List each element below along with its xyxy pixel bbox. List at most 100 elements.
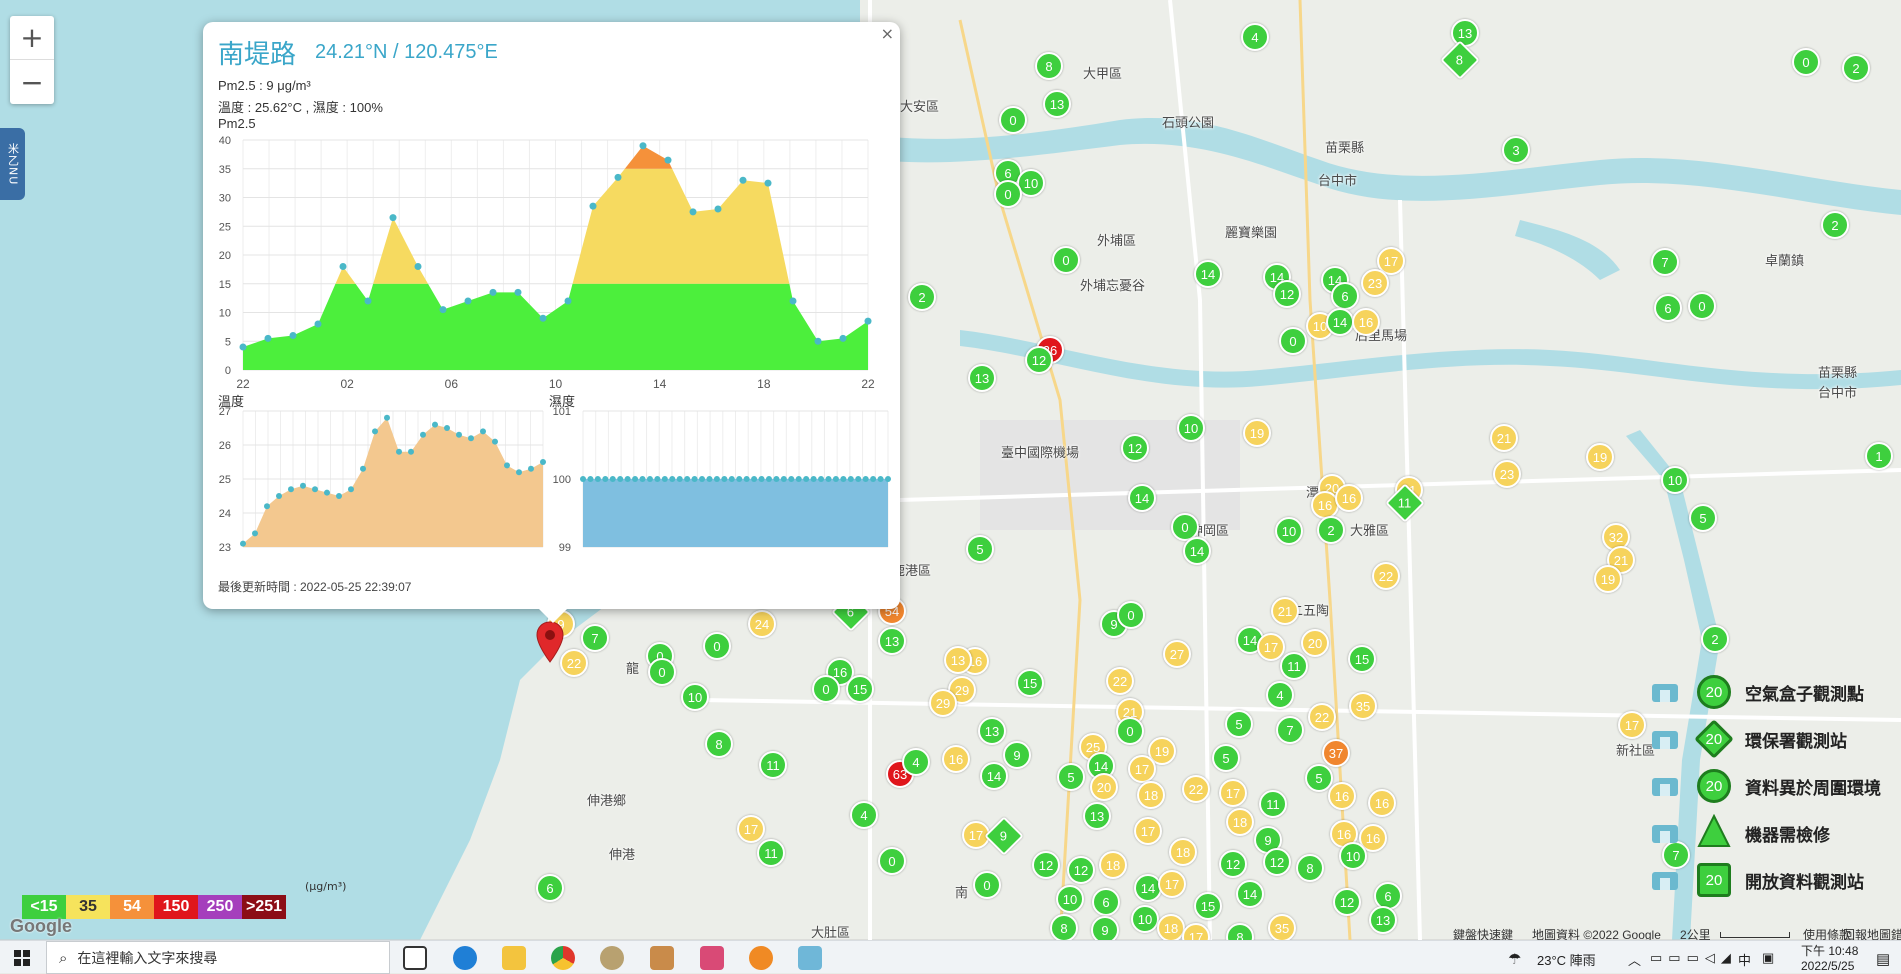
station-marker[interactable]: 16	[1359, 824, 1387, 852]
clock-date[interactable]: 2022/5/25	[1801, 959, 1855, 973]
report-error-link[interactable]: 回報地圖錯誤	[1843, 928, 1901, 940]
station-marker[interactable]: 13	[978, 717, 1006, 745]
station-marker[interactable]: 4	[902, 748, 930, 776]
station-marker[interactable]: 16	[1368, 789, 1396, 817]
station-marker[interactable]: 27	[1163, 640, 1191, 668]
station-marker[interactable]: 14	[1183, 537, 1211, 565]
station-marker[interactable]: 6	[536, 874, 564, 902]
station-marker[interactable]: 0	[1117, 601, 1145, 629]
station-marker[interactable]: 0	[878, 847, 906, 875]
station-marker[interactable]: 14	[980, 762, 1008, 790]
edge-browser-icon[interactable]	[453, 946, 477, 970]
station-marker[interactable]: 2	[1317, 516, 1345, 544]
station-marker[interactable]: 0	[703, 632, 731, 660]
station-marker[interactable]: 35	[1349, 692, 1377, 720]
station-marker[interactable]: 4	[1241, 23, 1269, 51]
side-panel-tab[interactable]: 米乙NU	[0, 128, 25, 200]
station-marker[interactable]: 15	[1348, 645, 1376, 673]
blender-icon[interactable]	[749, 946, 773, 970]
station-marker[interactable]: 8	[1226, 923, 1254, 940]
station-marker[interactable]: 13	[1083, 802, 1111, 830]
station-marker[interactable]: 5	[1212, 744, 1240, 772]
station-marker[interactable]: 0	[812, 675, 840, 703]
station-marker[interactable]: 17	[1128, 755, 1156, 783]
station-marker[interactable]: 2	[1701, 625, 1729, 653]
station-marker[interactable]: 12	[1273, 280, 1301, 308]
station-marker[interactable]: 17	[737, 815, 765, 843]
station-marker[interactable]: 5	[1057, 763, 1085, 791]
station-marker[interactable]: 2	[1842, 54, 1870, 82]
station-marker[interactable]: 22	[560, 649, 588, 677]
station-marker[interactable]: 13	[1043, 90, 1071, 118]
station-marker[interactable]: 2	[1821, 211, 1849, 239]
station-marker[interactable]: 16	[1328, 782, 1356, 810]
station-marker[interactable]: 22	[1372, 562, 1400, 590]
station-marker[interactable]: 12	[1032, 851, 1060, 879]
station-marker[interactable]: 13	[878, 627, 906, 655]
station-marker[interactable]: 17	[1257, 633, 1285, 661]
terms-link[interactable]: 使用條款	[1803, 928, 1852, 940]
chevron-up-icon[interactable]: ︿	[1628, 953, 1642, 968]
station-marker[interactable]: 0	[1279, 327, 1307, 355]
station-marker[interactable]: 7	[581, 624, 609, 652]
ime-indicator[interactable]: 中	[1738, 953, 1752, 968]
station-marker[interactable]: 0	[1688, 292, 1716, 320]
station-marker[interactable]: 0	[973, 871, 1001, 899]
app-icon-3[interactable]	[700, 946, 724, 970]
station-marker[interactable]: 9	[1091, 916, 1119, 940]
station-marker[interactable]: 13	[968, 364, 996, 392]
station-marker[interactable]: 5	[1305, 764, 1333, 792]
station-marker[interactable]: 0	[1116, 717, 1144, 745]
station-marker[interactable]: 1	[1865, 442, 1893, 470]
station-marker[interactable]: 18	[1169, 838, 1197, 866]
station-marker[interactable]: 15	[1194, 892, 1222, 920]
station-marker[interactable]: 17	[1618, 711, 1646, 739]
station-marker[interactable]: 19	[1586, 443, 1614, 471]
zoom-out-button[interactable]: −	[20, 65, 44, 99]
station-marker[interactable]: 6	[1092, 888, 1120, 916]
keyboard-icon[interactable]: ▣	[1762, 950, 1775, 965]
station-marker[interactable]: 7	[1651, 248, 1679, 276]
station-marker[interactable]: 19	[1148, 737, 1176, 765]
station-marker[interactable]: 18	[1157, 914, 1185, 940]
station-marker[interactable]: 35	[1268, 914, 1296, 940]
station-marker[interactable]: 18	[1099, 851, 1127, 879]
station-marker[interactable]: 0	[1171, 513, 1199, 541]
station-marker[interactable]: 24	[748, 610, 776, 638]
station-marker[interactable]: 22	[1182, 775, 1210, 803]
station-marker[interactable]: 0	[994, 180, 1022, 208]
station-marker[interactable]: 4	[850, 801, 878, 829]
app-icon-4[interactable]	[798, 946, 822, 970]
station-marker[interactable]: 23	[1361, 269, 1389, 297]
station-marker[interactable]: 17	[1158, 870, 1186, 898]
station-marker[interactable]: 16	[826, 658, 854, 686]
station-marker[interactable]: 29	[948, 676, 976, 704]
station-marker[interactable]: 11	[757, 839, 785, 867]
station-marker[interactable]: 10	[1131, 905, 1159, 933]
station-marker[interactable]: 12	[1263, 848, 1291, 876]
keyboard-shortcuts-link[interactable]: 鍵盤快速鍵	[1453, 928, 1514, 940]
station-marker[interactable]: 11	[1280, 652, 1308, 680]
task-view-icon[interactable]	[403, 946, 427, 970]
station-marker[interactable]: 19	[1594, 565, 1622, 593]
station-marker[interactable]: 14	[1236, 880, 1264, 908]
station-marker[interactable]: 8	[705, 730, 733, 758]
station-marker[interactable]: 5	[966, 535, 994, 563]
station-marker[interactable]: 21	[1271, 597, 1299, 625]
station-marker[interactable]: 10	[1177, 414, 1205, 442]
station-marker[interactable]: 8	[1296, 854, 1324, 882]
station-marker[interactable]: 8	[1050, 914, 1078, 940]
station-marker[interactable]: 15	[846, 675, 874, 703]
station-marker[interactable]: 16	[942, 745, 970, 773]
station-marker[interactable]: 12	[1067, 856, 1095, 884]
station-marker[interactable]: 13	[1369, 906, 1397, 934]
clock-time[interactable]: 下午 10:48	[1801, 944, 1859, 958]
file-explorer-icon[interactable]	[502, 946, 526, 970]
station-marker[interactable]: 12	[1121, 434, 1149, 462]
station-marker[interactable]: 0	[999, 106, 1027, 134]
station-marker[interactable]: 11	[1259, 790, 1287, 818]
station-marker[interactable]: 10	[1339, 842, 1367, 870]
app-icon-1[interactable]	[600, 946, 624, 970]
chrome-icon[interactable]	[551, 946, 575, 970]
station-marker[interactable]: 16	[1352, 308, 1380, 336]
